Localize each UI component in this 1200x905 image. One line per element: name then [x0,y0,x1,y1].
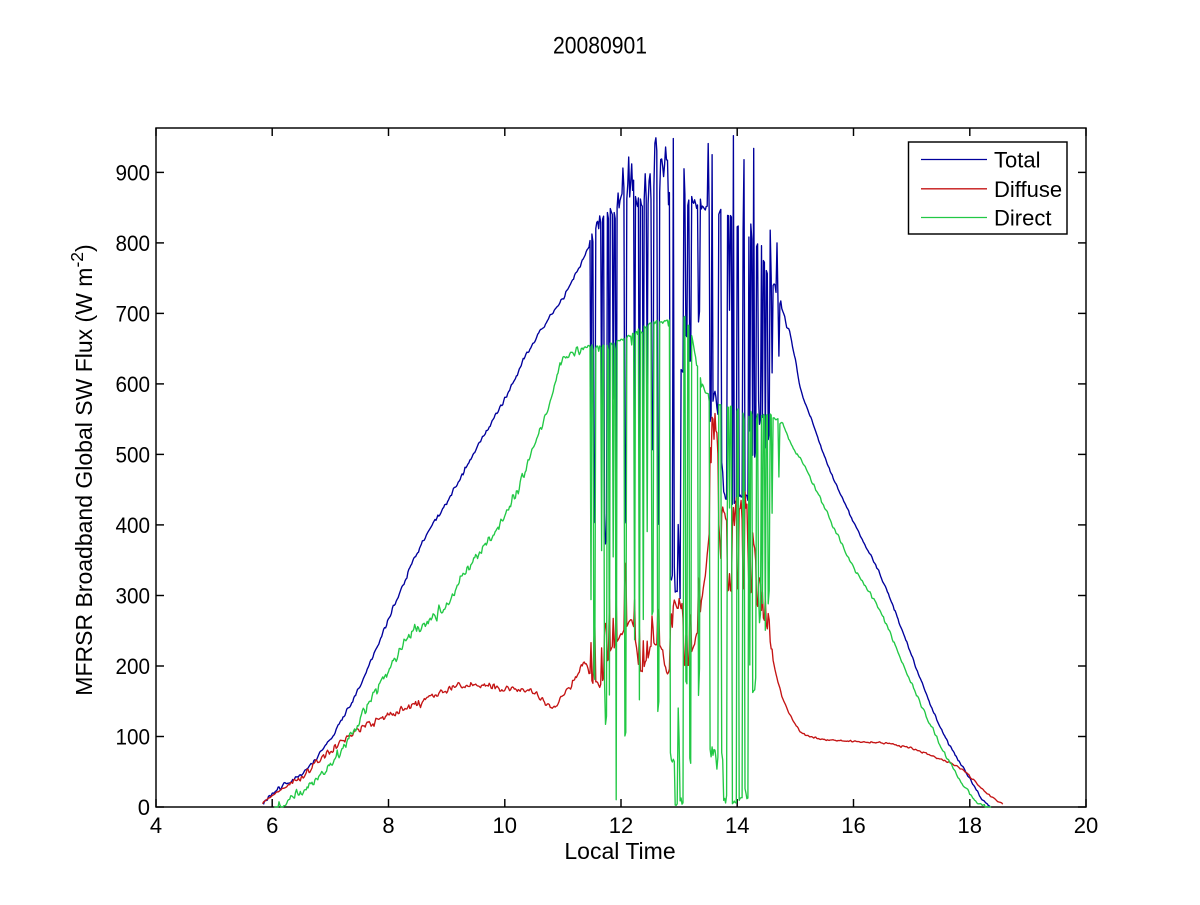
svg-text:Local Time: Local Time [564,838,675,864]
svg-text:800: 800 [116,231,151,256]
svg-text:500: 500 [116,442,151,467]
svg-text:14: 14 [725,813,749,838]
svg-text:0: 0 [138,795,150,820]
svg-text:12: 12 [609,813,633,838]
svg-text:20: 20 [1074,813,1098,838]
svg-text:900: 900 [116,160,151,185]
svg-text:6: 6 [266,813,278,838]
svg-text:400: 400 [116,513,151,538]
svg-text:20080901: 20080901 [553,33,647,60]
svg-text:Diffuse: Diffuse [994,177,1062,202]
svg-text:300: 300 [116,584,151,609]
svg-text:MFRSR Broadband Global SW Flux: MFRSR Broadband Global SW Flux (W m-2) [67,244,97,695]
svg-text:700: 700 [116,301,151,326]
svg-text:4: 4 [150,813,162,838]
svg-text:16: 16 [841,813,865,838]
svg-text:Total: Total [994,148,1040,173]
svg-text:600: 600 [116,372,151,397]
svg-text:18: 18 [958,813,982,838]
svg-text:Direct: Direct [994,206,1051,231]
svg-text:8: 8 [382,813,394,838]
svg-text:100: 100 [116,725,151,750]
svg-text:10: 10 [493,813,517,838]
svg-text:200: 200 [116,654,151,679]
